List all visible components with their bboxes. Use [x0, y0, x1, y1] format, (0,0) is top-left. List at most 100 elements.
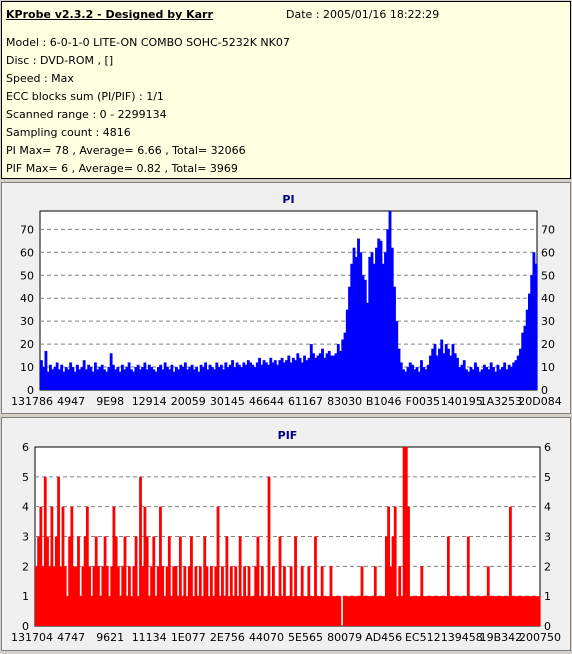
pi-x-tick-label: 83030 [327, 395, 362, 408]
pif-bar [265, 596, 269, 626]
pif-bar [178, 536, 182, 626]
pi-bar [145, 369, 149, 390]
pi-bar [372, 263, 376, 390]
pif-y-tick-left: 2 [22, 560, 29, 573]
pi-x-tick-label: 4947 [57, 395, 85, 408]
pif-y-tick-right: 4 [544, 501, 551, 514]
pif-bar [391, 536, 395, 626]
pi-bar [242, 362, 246, 390]
pi-bar [129, 369, 133, 390]
pif-bar [123, 536, 127, 626]
pi-x-tick-label: 1A3253 [480, 395, 523, 408]
pif-bar [455, 596, 459, 626]
pi-bar [512, 362, 516, 390]
pif-bar [464, 596, 468, 626]
pif-bar [449, 596, 452, 626]
pi-bar [143, 362, 147, 390]
pi-bar [303, 355, 306, 390]
pi-bar [361, 275, 365, 390]
pif-bar [272, 566, 275, 626]
pif-x-tick-label: 2E756 [210, 631, 245, 644]
pi-bar [228, 364, 232, 390]
pi-bar [411, 364, 414, 390]
pif-bar [192, 596, 196, 626]
pif-bar [365, 596, 368, 626]
pi-chart-title: PI [282, 193, 294, 206]
pif-bar [269, 596, 273, 626]
pif-bar [85, 506, 89, 626]
pi-bar [354, 256, 358, 390]
pi-bar [381, 263, 385, 390]
pif-bar [431, 596, 435, 626]
pif-bar [258, 596, 262, 626]
pif-bar [378, 596, 382, 626]
pif-bar [240, 596, 244, 626]
pi-bar [498, 369, 502, 390]
pi-y-tick-left: 60 [20, 246, 34, 259]
pif-bar [438, 596, 441, 626]
pi-bar [150, 367, 154, 390]
pif-bar [274, 596, 278, 626]
pi-bar [244, 364, 248, 390]
pif-bar [402, 447, 406, 626]
pi-bar [312, 353, 315, 390]
pi-bar [341, 339, 345, 390]
pi-bar [49, 364, 52, 390]
pif-bar [477, 596, 481, 626]
pi-x-tick-label: F0035 [406, 395, 440, 408]
pif-y-tick-right: 5 [544, 471, 551, 484]
pif-bar [156, 566, 160, 626]
pif-bar [190, 536, 193, 626]
pif-bar [484, 596, 488, 626]
range-text: Scanned range : 0 - 2299134 [6, 108, 167, 121]
pif-x-tick-label: 44070 [249, 631, 284, 644]
pif-bar [358, 596, 362, 626]
pif-bar [537, 596, 541, 626]
pif-bar [327, 596, 331, 626]
pi-chart: PI 0 0 10 10 20 20 30 30 40 40 50 50 60 60 70 70 131786 49… [11, 193, 562, 408]
pif-bar [145, 536, 149, 626]
pi-bar [163, 362, 167, 390]
pi-bar [246, 360, 250, 390]
pi-bar [447, 348, 450, 390]
pif-bar [329, 566, 333, 626]
pi-bar [195, 367, 199, 390]
pi-bar [141, 367, 145, 390]
pif-bar [243, 566, 247, 626]
pi-bar [269, 357, 273, 390]
pif-bar [203, 536, 207, 626]
pif-bar [466, 536, 470, 626]
pif-bar [351, 596, 355, 626]
pif-bar [54, 536, 58, 626]
pi-bar [510, 367, 513, 390]
pi-bar [467, 371, 471, 390]
pi-bar [206, 369, 210, 390]
pif-x-tick-label: 80079 [327, 631, 362, 644]
pif-y-tick-right: 2 [544, 560, 551, 573]
pi-x-tick-label: 61167 [288, 395, 323, 408]
pi-bar [152, 369, 156, 390]
pif-bar [147, 596, 151, 626]
pif-x-tick-label: 19B342 [480, 631, 523, 644]
pi-bar [429, 355, 432, 390]
pi-bar [521, 332, 525, 390]
pif-chart-title: PIF [278, 429, 298, 442]
pif-bar [440, 596, 444, 626]
pi-bar [69, 362, 73, 390]
pi-bar [181, 367, 185, 390]
pi-bar [111, 364, 115, 390]
pif-bar [389, 566, 393, 626]
pif-bar [196, 596, 200, 626]
pif-bar [331, 596, 335, 626]
pif-bar [422, 596, 426, 626]
pif-bar [223, 596, 227, 626]
pif-bar [260, 566, 264, 626]
pi-bar [532, 252, 536, 390]
pif-bar [172, 566, 176, 626]
pi-bar [44, 350, 48, 390]
pif-bar [114, 536, 118, 626]
pif-bar [83, 536, 87, 626]
pi-bar [395, 321, 399, 390]
pi-bar [444, 344, 448, 390]
pif-bar [254, 566, 258, 626]
